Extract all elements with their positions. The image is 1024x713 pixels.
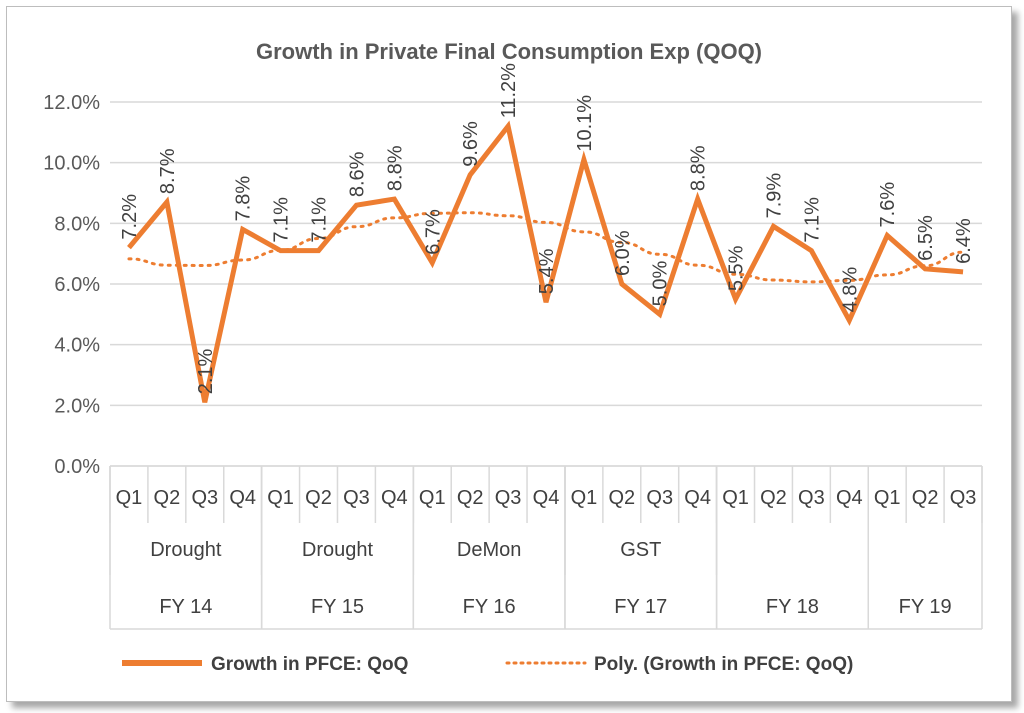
quarter-label: Q3 xyxy=(950,487,977,509)
chart-title: Growth in Private Final Consumption Exp … xyxy=(256,39,762,64)
data-label: 6.0% xyxy=(612,230,634,276)
y-tick-label: 8.0% xyxy=(54,213,100,235)
data-label: 4.8% xyxy=(839,267,861,313)
data-label: 7.1% xyxy=(309,197,331,243)
quarter-label: Q3 xyxy=(191,487,218,509)
quarter-label: Q2 xyxy=(912,487,939,509)
data-label: 6.4% xyxy=(953,218,975,264)
quarter-label: Q3 xyxy=(646,487,673,509)
event-label: Drought xyxy=(302,539,374,561)
fiscal-year-label: FY 15 xyxy=(311,596,364,618)
gridlines xyxy=(110,101,982,467)
data-label: 5.5% xyxy=(726,245,748,291)
data-label: 7.9% xyxy=(763,173,785,219)
data-label: 7.2% xyxy=(119,194,141,240)
y-tick-label: 6.0% xyxy=(54,274,100,296)
data-label: 10.1% xyxy=(574,95,596,152)
data-label: 7.1% xyxy=(801,197,823,243)
legend: Growth in PFCE: QoQ Poly. (Growth in PFC… xyxy=(122,654,853,675)
y-tick-label: 4.0% xyxy=(54,335,100,357)
quarter-label: Q4 xyxy=(684,487,711,509)
quarter-label: Q4 xyxy=(533,487,560,509)
chart-frame: Growth in Private Final Consumption Exp … xyxy=(6,6,1012,702)
data-label: 8.6% xyxy=(346,151,368,197)
fiscal-year-label: FY 18 xyxy=(766,596,819,618)
data-label: 7.8% xyxy=(233,176,255,222)
data-label: 9.6% xyxy=(460,121,482,167)
data-label: 8.7% xyxy=(157,148,179,194)
quarter-label: Q2 xyxy=(608,487,635,509)
y-tick-label: 10.0% xyxy=(43,153,100,175)
data-label: 6.5% xyxy=(915,215,937,261)
y-tick-label: 2.0% xyxy=(54,395,100,417)
data-label: 5.0% xyxy=(650,261,672,307)
y-tick-label: 0.0% xyxy=(54,456,100,478)
quarter-label: Q4 xyxy=(836,487,863,509)
quarter-label: Q3 xyxy=(798,487,825,509)
quarter-label: Q3 xyxy=(343,487,370,509)
quarter-label: Q1 xyxy=(722,487,749,509)
fiscal-year-label: FY 16 xyxy=(463,596,516,618)
data-label: 11.2% xyxy=(498,63,520,118)
event-label: Drought xyxy=(150,539,222,561)
legend-label-series: Growth in PFCE: QoQ xyxy=(211,654,408,675)
quarter-label: Q4 xyxy=(381,487,408,509)
data-label: 2.1% xyxy=(195,348,217,394)
event-label: GST xyxy=(620,539,661,561)
y-tick-label: 12.0% xyxy=(43,92,100,114)
quarter-label: Q1 xyxy=(874,487,901,509)
fiscal-year-label: FY 17 xyxy=(614,596,667,618)
line-chart: Growth in Private Final Consumption Exp … xyxy=(43,39,983,675)
x-axis: Q1 Q2 Q3 Q4 Q1 Q2 Q3 Q4 Q1 Q2 Q3 Q4 Q1 Q2 Q3 Q4 Q1 Q2 Q3 Q4… xyxy=(109,465,983,630)
quarter-label: Q1 xyxy=(419,487,446,509)
fiscal-year-label: FY 19 xyxy=(899,596,952,618)
fiscal-year-label: FY 14 xyxy=(159,596,212,618)
event-label: DeMon xyxy=(457,539,521,561)
quarter-label: Q1 xyxy=(116,487,143,509)
data-label: 5.4% xyxy=(536,248,558,294)
legend-label-trendline: Poly. (Growth in PFCE: QoQ) xyxy=(594,654,853,675)
data-labels: 7.2% 8.7% 2.1% 7.8% 7.1% 7.1% 8.6% 8.8% 6.7% 9.6%… xyxy=(119,63,975,394)
quarter-label: Q2 xyxy=(305,487,332,509)
quarter-label: Q3 xyxy=(495,487,522,509)
y-axis-tick-labels: 0.0% 2.0% 4.0% 6.0% 8.0% 10.0% 12.0% xyxy=(43,92,100,478)
data-label: 8.8% xyxy=(384,145,406,191)
quarter-label: Q2 xyxy=(457,487,484,509)
series-line xyxy=(127,120,964,403)
quarter-label: Q2 xyxy=(154,487,181,509)
data-label: 8.8% xyxy=(688,145,710,191)
data-label: 6.7% xyxy=(422,209,444,255)
quarter-label: Q1 xyxy=(267,487,294,509)
quarter-label: Q1 xyxy=(571,487,598,509)
quarter-label: Q4 xyxy=(229,487,256,509)
data-label: 7.1% xyxy=(271,197,293,243)
data-label: 7.6% xyxy=(877,182,899,228)
quarter-label: Q2 xyxy=(760,487,787,509)
